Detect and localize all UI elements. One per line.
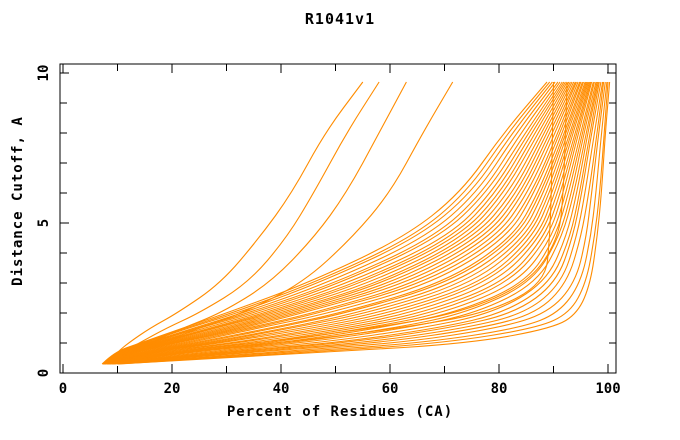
data-curve [102,81,556,365]
data-curve [103,81,594,365]
x-tick-label: 0 [59,381,67,397]
data-curve [103,81,576,365]
data-curve [102,81,570,365]
y-tick-label: 0 [36,369,52,377]
data-curve [103,81,587,365]
y-tick-label: 10 [36,65,52,82]
data-curve [112,81,606,365]
data-curve [103,81,577,365]
data-curve [102,81,565,365]
data-curve [103,81,586,365]
x-tick-label: 100 [595,381,620,397]
data-curve [112,81,608,365]
data-curve [103,81,579,365]
data-curve [103,81,583,365]
data-curve [106,81,598,365]
data-curve [102,81,573,365]
data-curve [103,81,581,365]
data-curve [103,81,585,365]
y-tick-label: 5 [36,219,52,227]
data-curve [109,81,604,365]
data-curve [102,81,571,365]
x-tick-label: 40 [273,381,290,397]
data-curve [106,81,600,365]
x-tick-label: 20 [164,381,181,397]
x-tick-label: 80 [491,381,508,397]
data-curve [106,81,364,365]
chart-title: R1041v1 [304,10,376,28]
data-curve [109,81,568,365]
data-curve [103,81,595,365]
data-curve [106,81,597,365]
data-curve [106,81,599,365]
data-curve [103,81,592,365]
data-curve [102,81,568,365]
data-curve [102,81,561,365]
data-curve [101,81,551,365]
data-curve [106,81,602,365]
data-curve [103,81,588,365]
data-curve [117,81,609,365]
data-curve [117,81,611,365]
data-curve [103,81,582,365]
data-curve [102,81,559,365]
data-curve [102,81,563,365]
data-curve [102,81,553,365]
data-curve [103,81,589,365]
x-tick-label: 60 [382,381,399,397]
data-curve [103,81,593,365]
x-axis-title: Percent of Residues (CA) [226,404,454,420]
data-curve [103,81,591,365]
data-curve [101,81,548,365]
data-curve [102,81,575,365]
data-curve [109,81,605,365]
data-curve [102,81,566,365]
